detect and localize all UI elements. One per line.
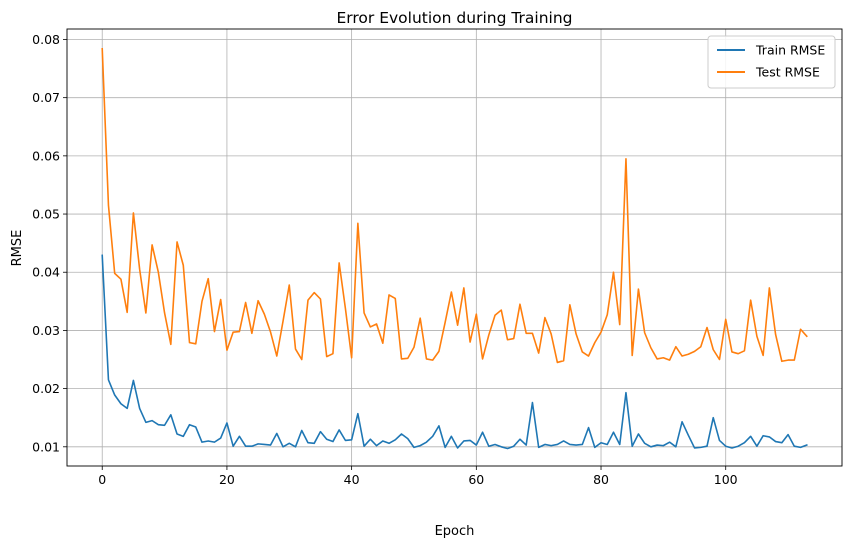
plot-frame xyxy=(66,28,843,467)
y-tick-label: 0.03 xyxy=(32,323,60,338)
series-layer xyxy=(101,47,808,450)
x-tick-label: 40 xyxy=(344,472,360,487)
y-tick-label: 0.06 xyxy=(32,148,60,163)
x-axis-label: Epoch xyxy=(435,524,475,539)
test-rmse-line xyxy=(101,47,808,364)
legend: Train RMSE Test RMSE xyxy=(707,35,836,89)
grid xyxy=(67,29,842,466)
y-tick-label: 0.05 xyxy=(32,207,60,222)
legend-label-test: Test RMSE xyxy=(755,65,820,80)
chart-title: Error Evolution during Training xyxy=(337,9,573,27)
y-axis-label: RMSE xyxy=(10,230,25,267)
y-tick-label: 0.02 xyxy=(32,381,60,396)
x-axis: 0 20 40 60 80 100 xyxy=(98,466,738,487)
x-tick-label: 80 xyxy=(593,472,609,487)
y-axis: 0.01 0.02 0.03 0.04 0.05 0.06 0.07 0.08 xyxy=(32,32,67,454)
y-tick-label: 0.07 xyxy=(32,90,60,105)
x-tick-label: 60 xyxy=(468,472,484,487)
y-tick-label: 0.01 xyxy=(32,439,60,454)
x-tick-label: 100 xyxy=(714,472,738,487)
legend-label-train: Train RMSE xyxy=(755,43,825,58)
train-rmse-line xyxy=(101,254,808,450)
y-tick-label: 0.04 xyxy=(32,265,60,280)
x-tick-label: 0 xyxy=(98,472,106,487)
x-tick-label: 20 xyxy=(219,472,235,487)
y-tick-label: 0.08 xyxy=(32,32,60,47)
